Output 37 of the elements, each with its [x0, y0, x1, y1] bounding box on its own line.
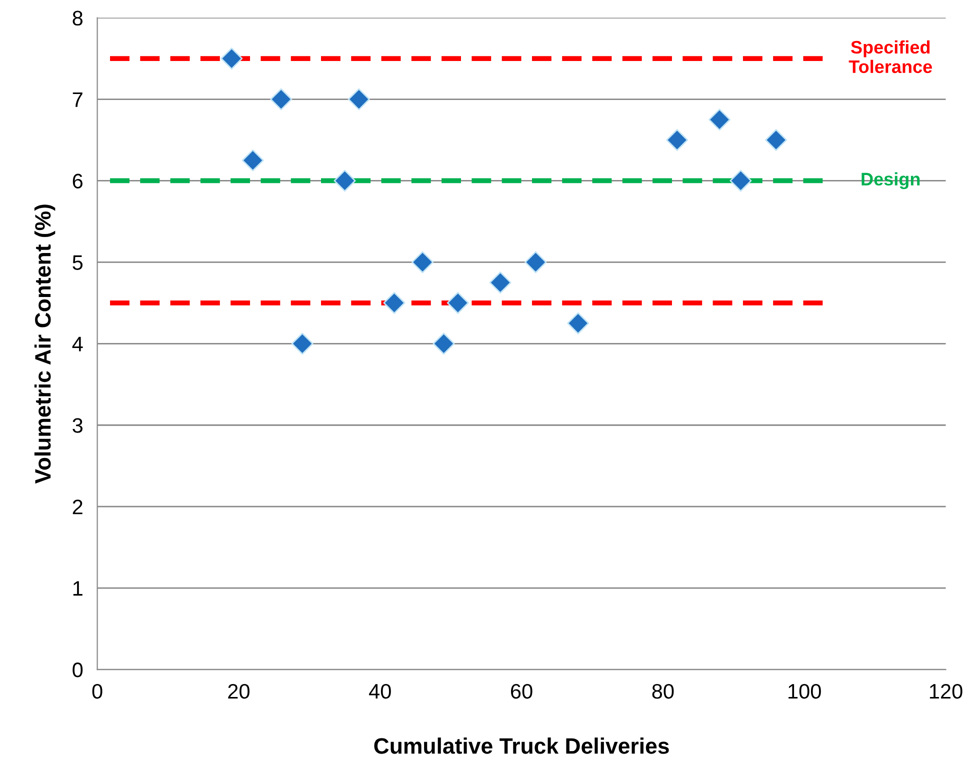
- x-tick-label: 20: [228, 684, 250, 699]
- x-tick-label: 120: [930, 684, 962, 699]
- y-tick-label: 7: [72, 92, 82, 107]
- x-tick-label: 80: [652, 684, 674, 699]
- x-tick-label: 60: [511, 684, 532, 699]
- point: [432, 332, 455, 355]
- point: [524, 251, 547, 274]
- point: [765, 129, 788, 151]
- y-tick-label: 4: [72, 336, 83, 352]
- point: [446, 292, 469, 314]
- point: [489, 272, 512, 294]
- point: [412, 251, 434, 274]
- point: [242, 149, 264, 172]
- y-tick-label: 5: [72, 255, 83, 270]
- point: [708, 108, 730, 131]
- y-tick-label: 6: [72, 174, 82, 188]
- point: [730, 170, 752, 192]
- ref-line-label: Specified Tolerance: [848, 40, 932, 74]
- ref-line-label: Design: [862, 172, 920, 190]
- point: [334, 170, 356, 192]
- x-axis-title: Cumulative Truck Deliveries: [374, 738, 669, 754]
- point: [270, 88, 292, 110]
- point: [383, 292, 406, 314]
- point: [567, 312, 590, 334]
- x-tick-label: 40: [369, 684, 391, 699]
- x-tick-label: 0: [92, 684, 102, 699]
- point: [291, 332, 314, 355]
- y-tick-label: 2: [72, 500, 82, 514]
- y-tick-label: 8: [72, 10, 83, 26]
- y-axis-title: Volumetric Air Content (%): [34, 204, 56, 484]
- y-tick-label: 3: [72, 418, 82, 433]
- x-tick-label: 100: [788, 684, 821, 699]
- y-tick-label: 0: [72, 662, 83, 678]
- y-tick-label: 1: [73, 581, 82, 596]
- point: [348, 88, 370, 110]
- point: [666, 129, 688, 151]
- point: [220, 48, 243, 70]
